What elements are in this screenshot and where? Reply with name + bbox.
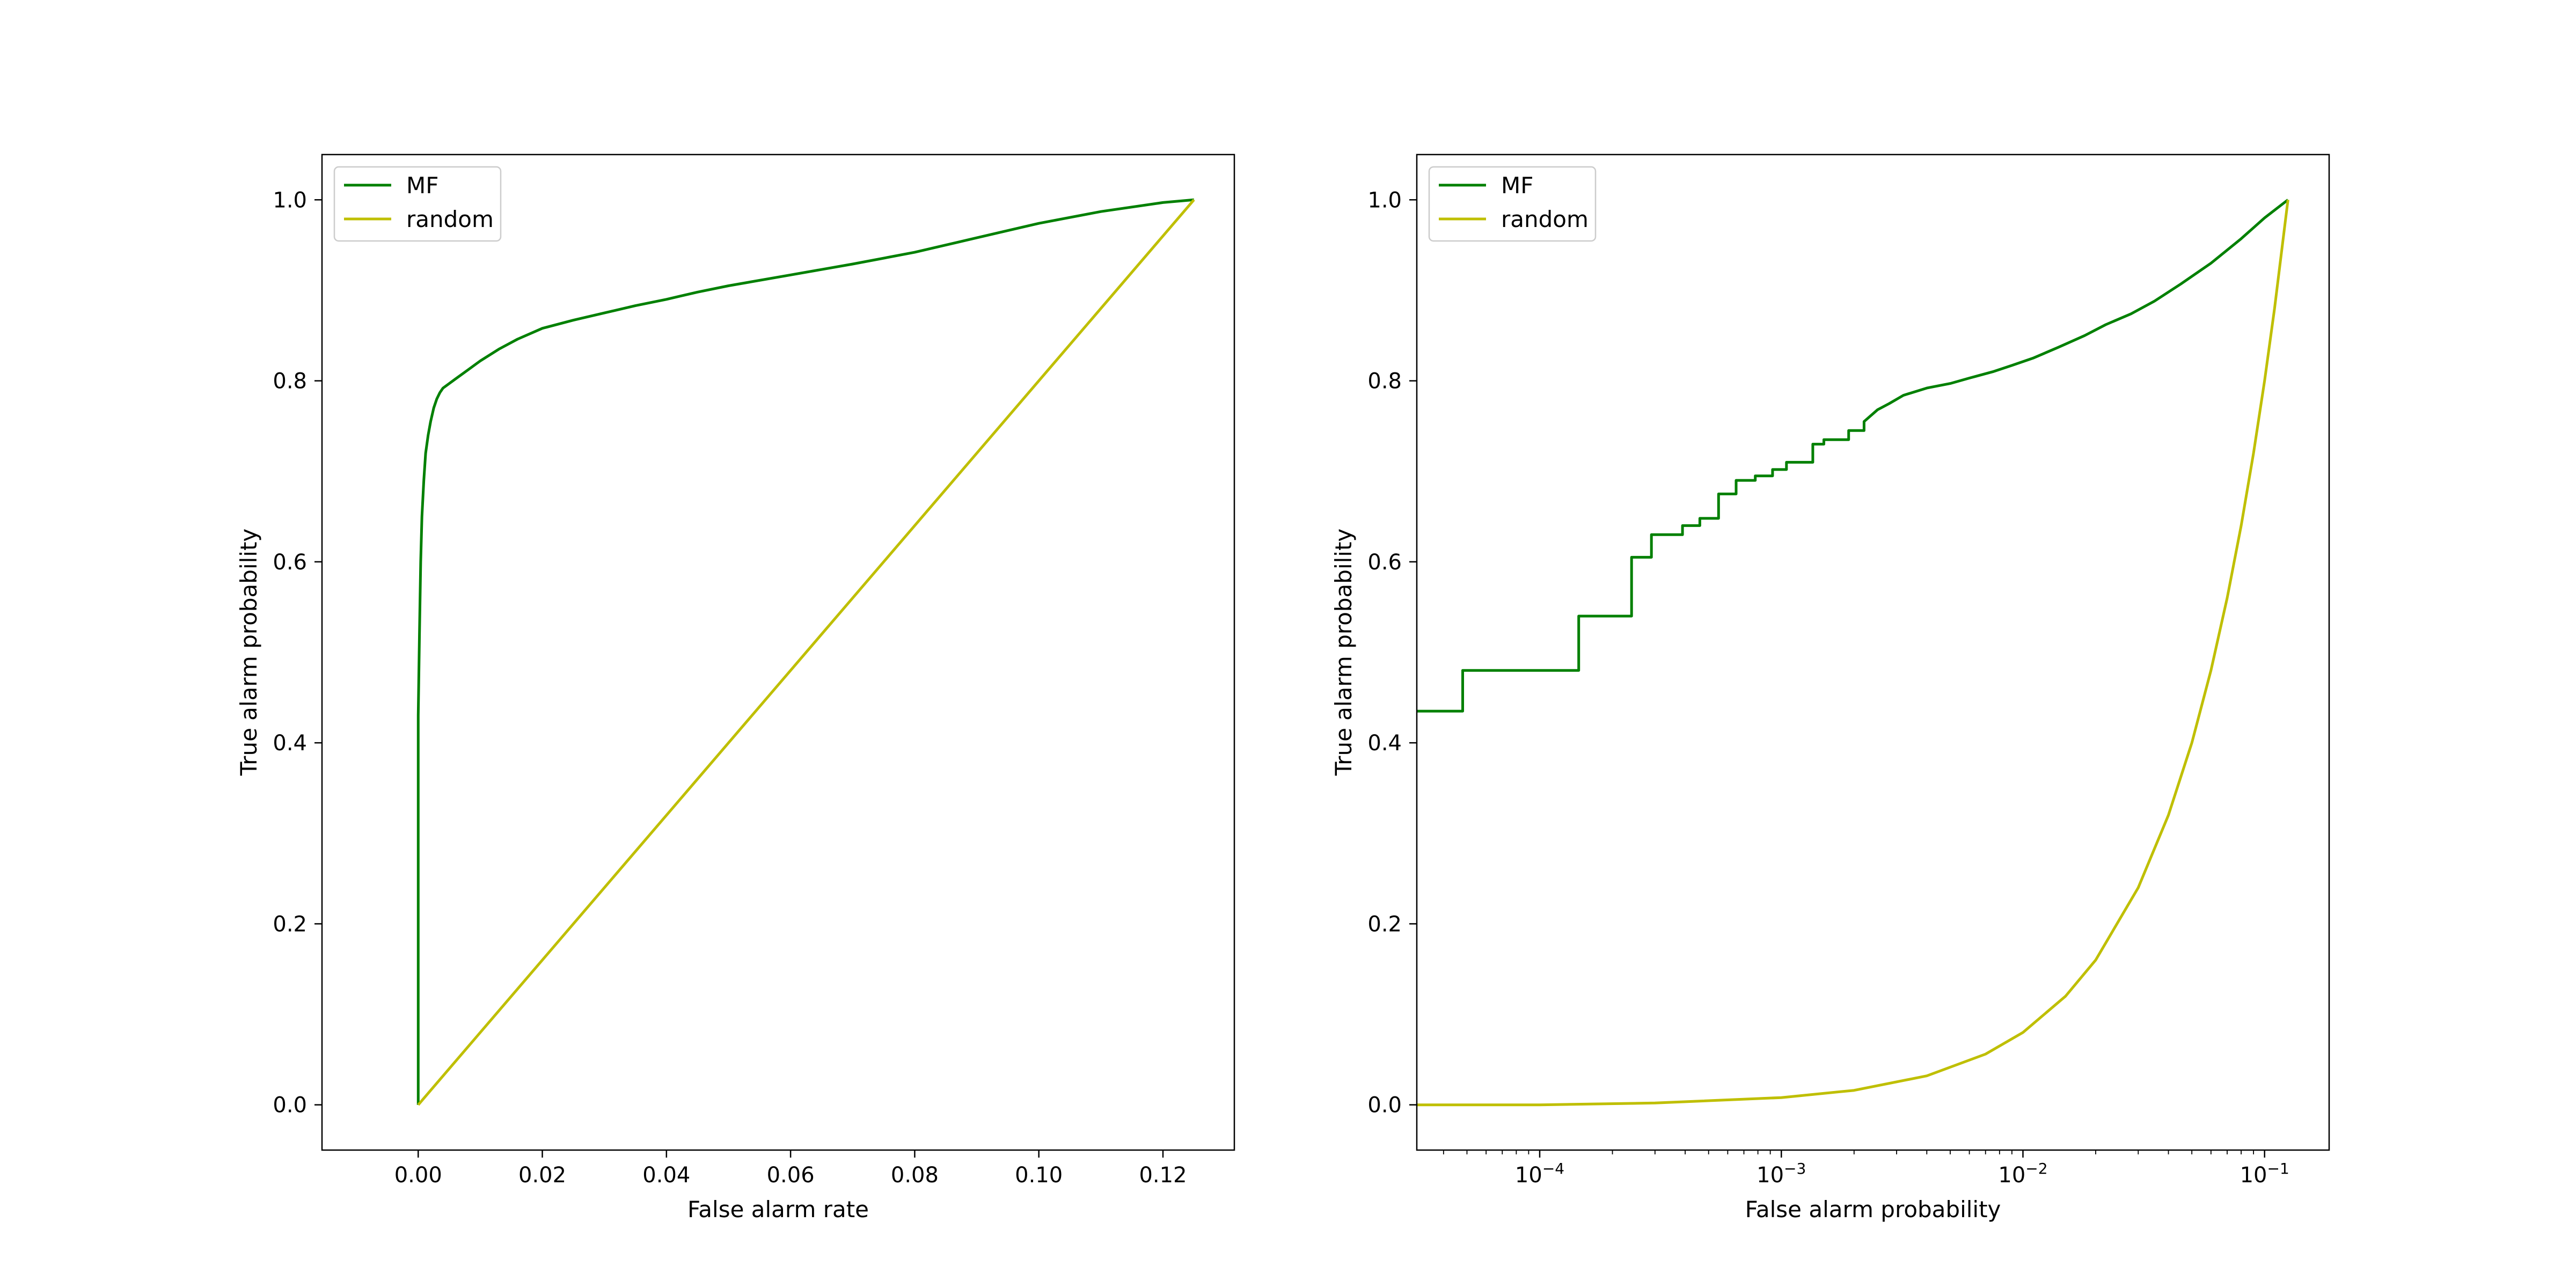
log-roc-x-axis-label: False alarm probability bbox=[1745, 1196, 2001, 1223]
linear-roc-x-tick-label: 0.10 bbox=[1015, 1163, 1063, 1188]
log-roc-x-tick-label: 10−3 bbox=[1757, 1160, 1806, 1188]
log-roc-y-ticks: 0.0 0.2 0.4 0.6 0.8 1.0 bbox=[1367, 188, 1417, 1118]
linear-roc-legend: MF random bbox=[333, 166, 502, 242]
log-roc-y-tick-label: 0.6 bbox=[1367, 550, 1402, 575]
log-roc-y-tick-label: 0.4 bbox=[1367, 731, 1402, 756]
linear-roc-legend-label-random: random bbox=[406, 206, 494, 232]
linear-roc-y-tick-label: 0.6 bbox=[273, 550, 307, 575]
log-roc-x-tick-label: 10−2 bbox=[1998, 1160, 2047, 1188]
linear-roc-y-tick-label: 0.0 bbox=[273, 1093, 307, 1118]
log-roc-panel: 10−4 10−3 10−2 10−1 0.0 0.2 0.4 0.6 0.8 1.0 Fals… bbox=[1330, 153, 2330, 1223]
log-roc-x-ticks: 10−4 10−3 10−2 10−1 bbox=[1443, 1150, 2289, 1188]
log-roc-x-tick-label: 10−4 bbox=[1515, 1160, 1564, 1188]
linear-roc-y-axis-label: True alarm probability bbox=[236, 529, 262, 777]
linear-roc-series-random-line bbox=[417, 199, 1195, 1106]
linear-roc-y-tick-label: 0.8 bbox=[273, 369, 307, 394]
linear-roc-x-tick-label: 0.08 bbox=[891, 1163, 939, 1188]
linear-roc-x-tick-label: 0.00 bbox=[394, 1163, 442, 1188]
log-roc-x-tick-label: 10−1 bbox=[2240, 1160, 2289, 1188]
linear-roc-series-mf-line bbox=[416, 198, 1195, 1105]
linear-roc-series-layer bbox=[416, 198, 1195, 1106]
linear-roc-x-axis-label: False alarm rate bbox=[687, 1196, 869, 1223]
linear-roc-plot-frame bbox=[321, 153, 1235, 1151]
log-roc-y-tick-label: 0.8 bbox=[1367, 369, 1402, 394]
linear-roc-x-ticks: 0.00 0.02 0.04 0.06 0.08 0.10 0.12 bbox=[394, 1150, 1187, 1188]
linear-roc-y-tick-label: 0.2 bbox=[273, 912, 307, 936]
linear-roc-legend-label-mf: MF bbox=[406, 172, 438, 199]
log-roc-y-tick-label: 0.2 bbox=[1367, 912, 1402, 936]
log-roc-plot-frame bbox=[1416, 153, 2330, 1151]
log-roc-legend-label-random: random bbox=[1501, 206, 1589, 232]
linear-roc-x-tick-label: 0.02 bbox=[518, 1163, 566, 1188]
log-roc-y-tick-label: 1.0 bbox=[1367, 188, 1402, 213]
log-roc-series-layer bbox=[1417, 199, 2289, 1107]
log-roc-series-random-line bbox=[1417, 199, 2289, 1107]
linear-roc-y-ticks: 0.0 0.2 0.4 0.6 0.8 1.0 bbox=[273, 188, 322, 1118]
log-roc-legend: MF random bbox=[1428, 166, 1597, 242]
linear-roc-y-tick-label: 1.0 bbox=[273, 188, 307, 213]
log-roc-series-mf-line bbox=[1417, 199, 2289, 713]
linear-roc-x-tick-label: 0.04 bbox=[642, 1163, 690, 1188]
log-roc-y-tick-label: 0.0 bbox=[1367, 1093, 1402, 1118]
log-roc-y-axis-label: True alarm probability bbox=[1330, 529, 1357, 777]
linear-roc-y-tick-label: 0.4 bbox=[273, 731, 307, 756]
linear-roc-panel: 0.00 0.02 0.04 0.06 0.08 0.10 0.12 0.00.20.40.… bbox=[236, 153, 1235, 1223]
log-roc-legend-label-mf: MF bbox=[1501, 172, 1533, 199]
linear-roc-x-tick-label: 0.06 bbox=[767, 1163, 815, 1188]
linear-roc-x-tick-label: 0.12 bbox=[1139, 1163, 1187, 1188]
